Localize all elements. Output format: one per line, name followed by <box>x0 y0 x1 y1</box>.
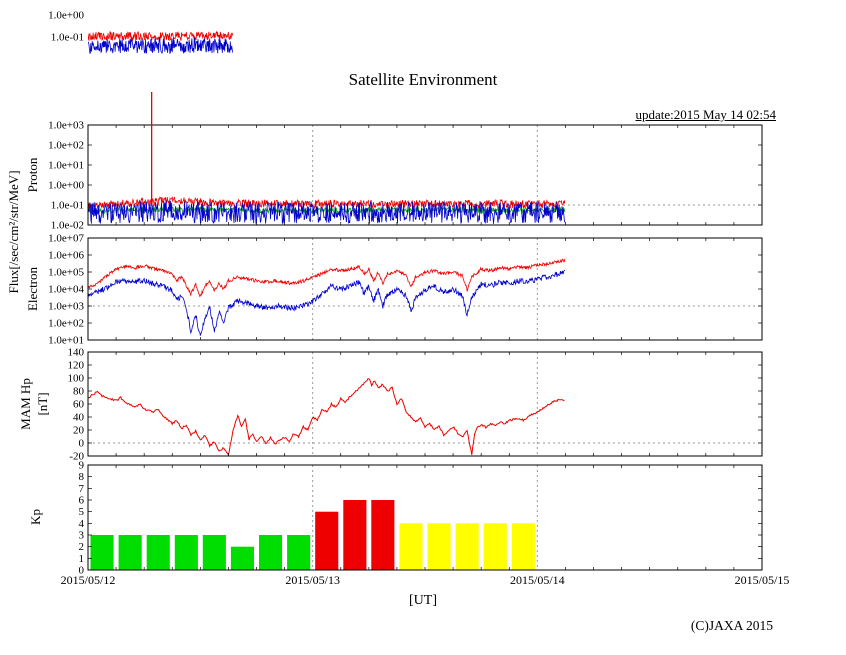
kp-bar <box>483 523 507 570</box>
electron-blue-trace <box>88 269 566 336</box>
kp-bar <box>371 500 395 570</box>
y-tick-label: 20 <box>73 425 85 437</box>
y-tick-label: 40 <box>73 412 85 424</box>
kp-bar <box>202 535 226 570</box>
y-tick-label: 1.0e+01 <box>48 335 84 347</box>
y-tick-label: 0 <box>79 565 85 577</box>
mam-hp-axis-label: MAM Hp <box>18 378 33 430</box>
y-tick-label: 2 <box>79 541 85 553</box>
y-tick-label: 1.0e+05 <box>48 267 84 279</box>
y-tick-label: 1.0e+04 <box>48 284 84 296</box>
y-tick-label: 9 <box>79 460 85 472</box>
y-tick-label: 1.0e-01 <box>51 200 84 212</box>
proton-series-group <box>88 196 566 225</box>
mam_hp-series-group <box>88 378 565 456</box>
x-axis-unit-label: [UT] <box>409 593 437 608</box>
electron-red-trace <box>88 258 566 298</box>
y-tick-label: 60 <box>73 399 85 411</box>
x-tick-label: 2015/05/12 <box>61 573 116 587</box>
y-tick-label: -20 <box>69 451 84 463</box>
y-tick-label: 5 <box>79 506 85 518</box>
y-tick-label: 100 <box>68 373 85 385</box>
kp-bar <box>511 523 535 570</box>
y-tick-label: 1.0e+00 <box>48 180 84 192</box>
y-tick-label: 4 <box>79 518 85 530</box>
y-tick-label: 120 <box>68 360 85 372</box>
y-tick-label: 140 <box>68 347 85 359</box>
proton-blue-trace <box>88 200 566 225</box>
kp-bar <box>118 535 142 570</box>
kp-axis-label: Kp <box>28 509 43 525</box>
partial-series-group <box>88 30 233 55</box>
kp-bar <box>259 535 283 570</box>
hp-red-trace <box>88 378 565 456</box>
x-tick-label: 2015/05/14 <box>510 573 565 587</box>
kp-bar <box>427 523 451 570</box>
y-tick-label: 0 <box>79 438 85 450</box>
electron-series-group <box>88 258 566 336</box>
y-tick-label: 80 <box>73 386 85 398</box>
partial-blue-trace <box>88 37 233 55</box>
kp-bar <box>399 523 423 570</box>
kp-bar <box>230 546 254 570</box>
update-timestamp: update:2015 May 14 02:54 <box>635 107 776 122</box>
kp-bar <box>287 535 311 570</box>
electron-axis-label: Electron <box>25 266 40 312</box>
mam_hp-frame <box>87 351 763 457</box>
y-tick-label: 7 <box>79 483 85 495</box>
copyright-text: (C)JAXA 2015 <box>690 618 773 633</box>
y-tick-label: 1.0e-02 <box>51 220 84 232</box>
y-tick-label: 1.0e+03 <box>48 120 84 132</box>
y-tick-label: 1.0e+02 <box>48 318 84 330</box>
proton-red-trace <box>88 196 566 211</box>
x-tick-label: 2015/05/15 <box>735 573 790 587</box>
kp-bar <box>174 535 198 570</box>
y-tick-label: 1.0e+03 <box>48 301 84 313</box>
y-tick-label: 1.0e+02 <box>48 140 84 152</box>
y-tick-label: 1 <box>79 553 85 565</box>
page-title: Satellite Environment <box>348 70 498 89</box>
electron-frame <box>87 237 763 341</box>
proton-axis-label: Proton <box>25 157 40 193</box>
kp-bar <box>146 535 170 570</box>
kp-bar <box>315 511 339 570</box>
y-tick-label: 1.0e-01 <box>51 32 84 44</box>
y-tick-label: 1.0e+06 <box>48 250 84 262</box>
mam-hp-unit-label: [nT] <box>35 392 50 416</box>
y-tick-label: 6 <box>79 495 85 507</box>
flux-axis-label: Flux[/sec/cm²/str/MeV] <box>6 170 21 294</box>
kp-bar <box>455 523 479 570</box>
y-tick-label: 1.0e+00 <box>48 10 84 22</box>
y-tick-label: 1.0e+01 <box>48 160 84 172</box>
x-tick-label: 2015/05/13 <box>285 573 340 587</box>
y-tick-label: 3 <box>79 530 85 542</box>
partial-red-trace <box>88 30 233 42</box>
y-tick-label: 8 <box>79 471 85 483</box>
kp-bar <box>343 500 367 570</box>
kp-bar <box>90 535 114 570</box>
y-tick-label: 1.0e+07 <box>48 233 84 245</box>
